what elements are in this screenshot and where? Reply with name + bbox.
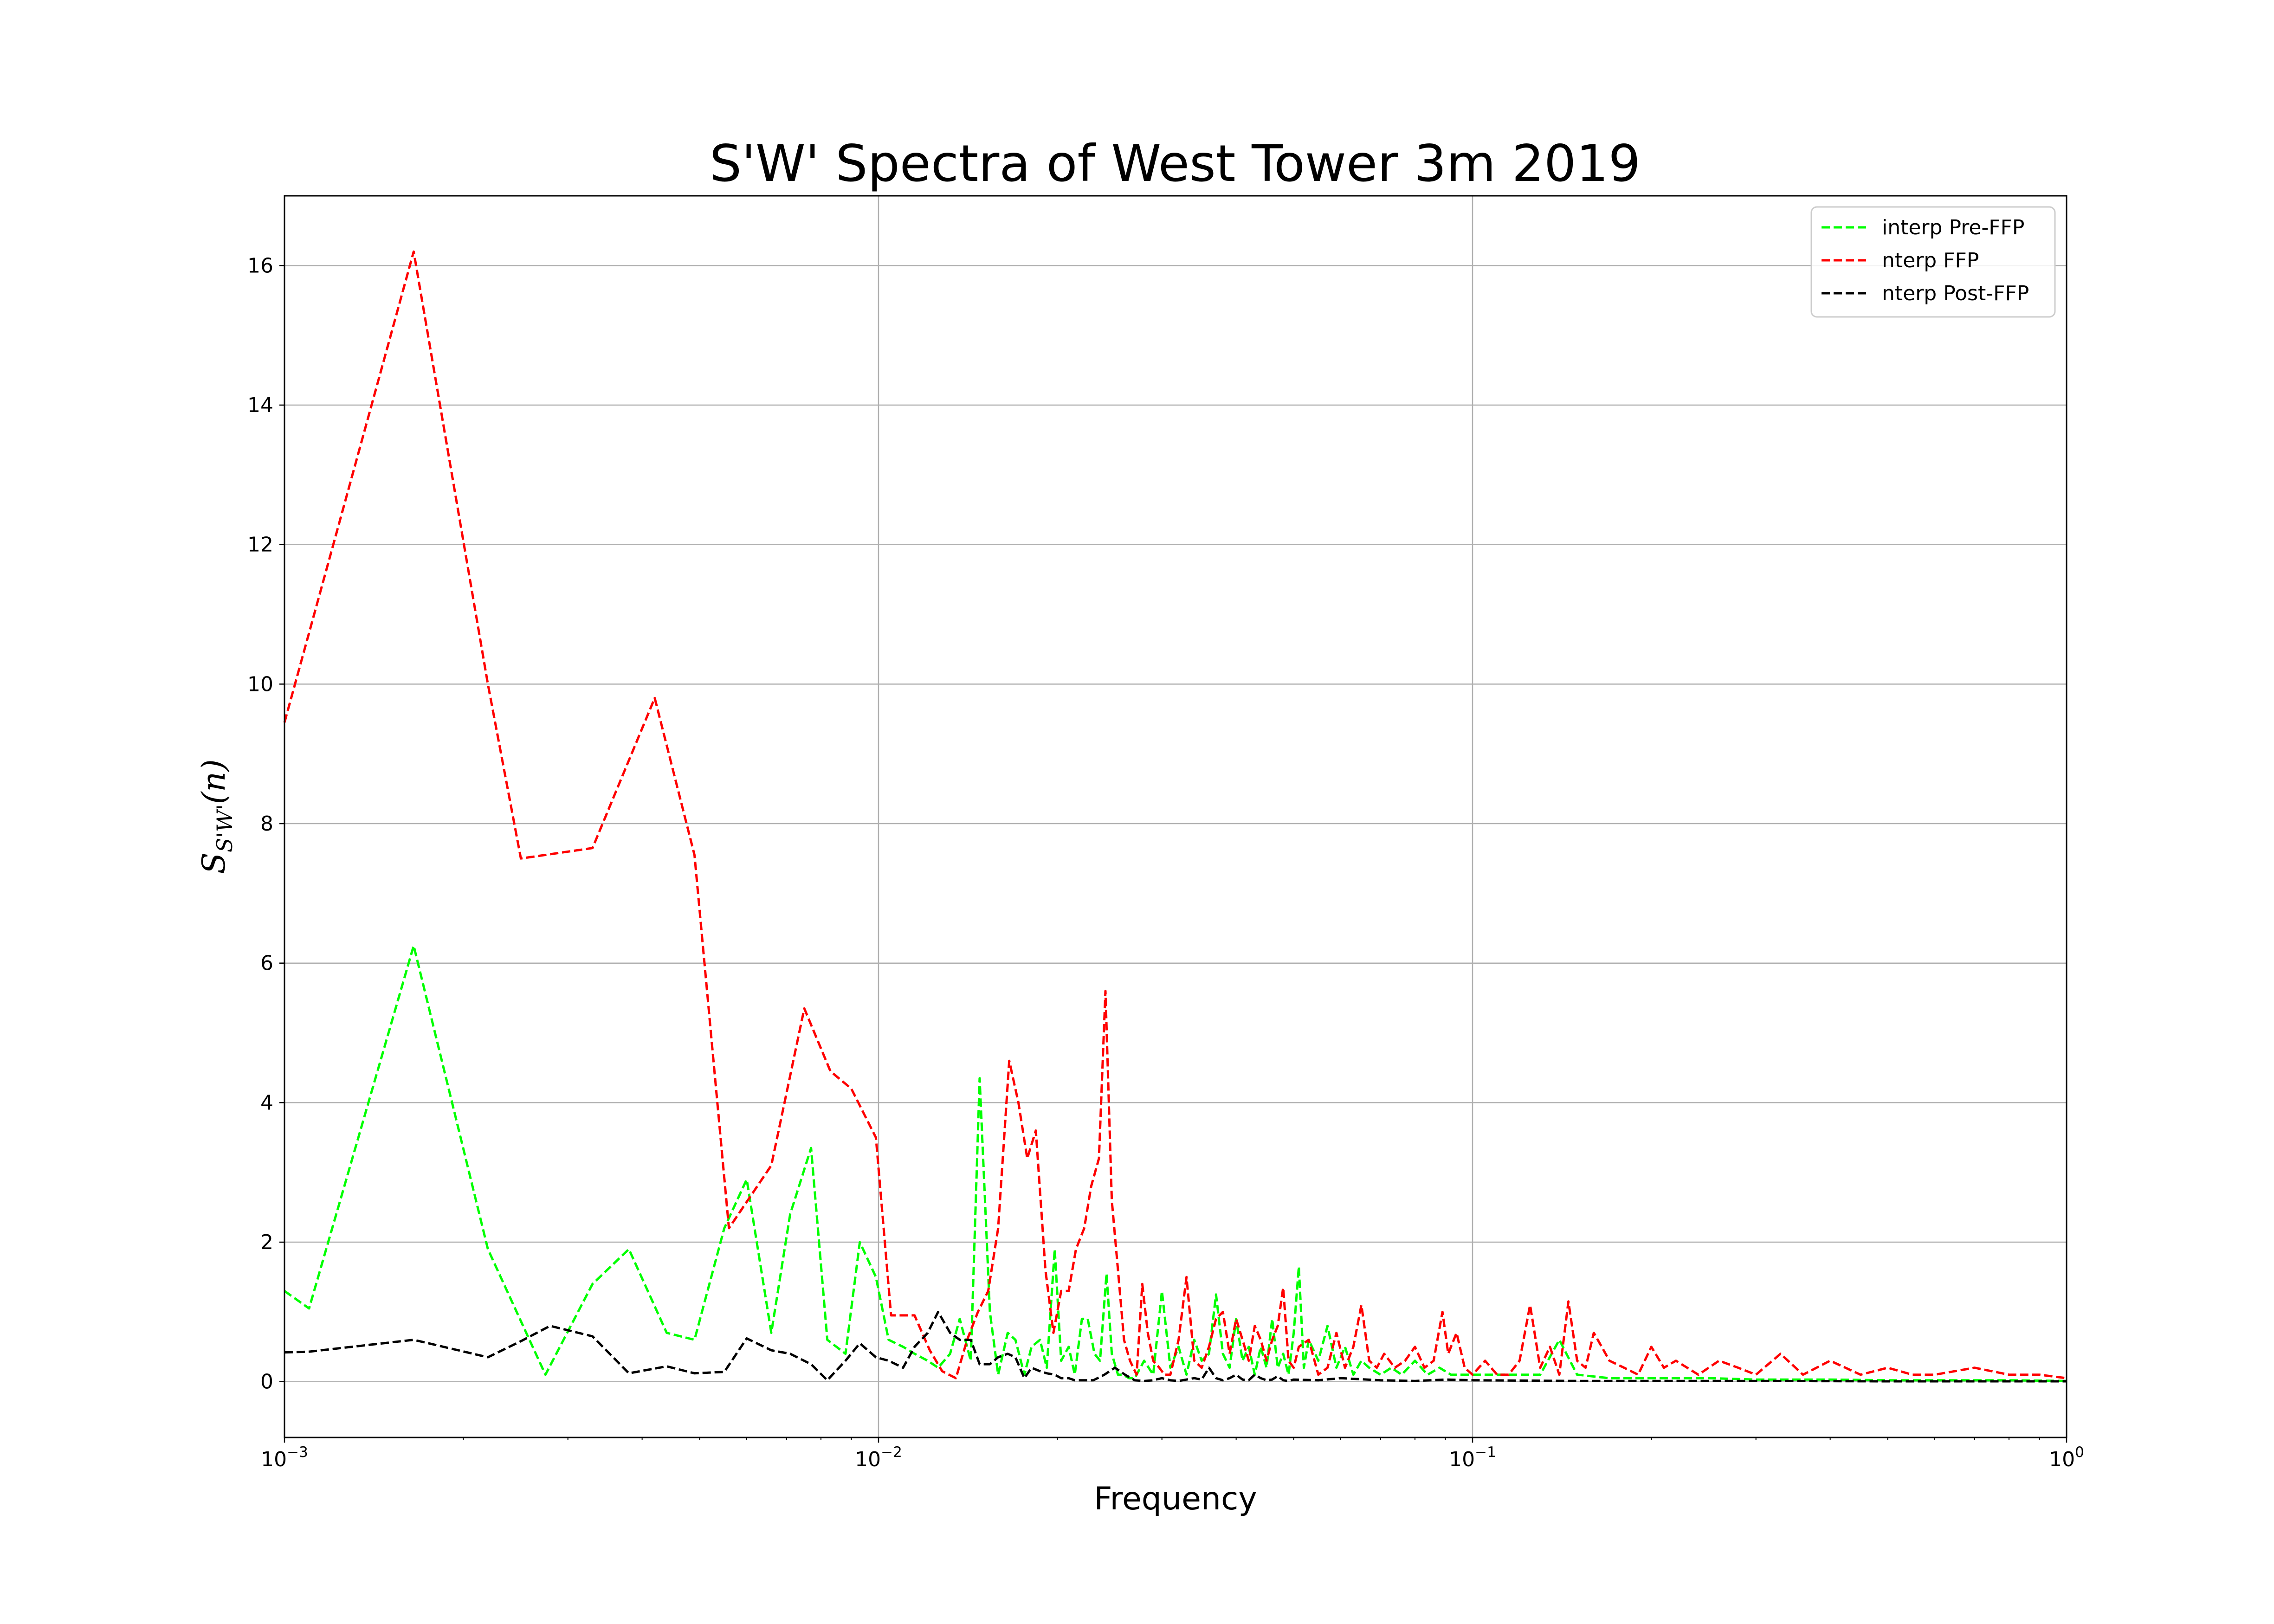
x-tick-label-exp: −2 xyxy=(881,1444,902,1461)
x-tick-label: 10−3 xyxy=(261,1444,308,1471)
series-lines xyxy=(283,250,2067,1383)
legend-label-0: interp Pre-FFP xyxy=(1882,216,2024,239)
y-tick-label: 16 xyxy=(247,254,273,277)
x-tick-label-base: 10 xyxy=(1449,1448,1475,1471)
x-tick-label-exp: 0 xyxy=(2075,1444,2084,1461)
y-tick-label: 2 xyxy=(260,1231,273,1254)
y-tick-label: 0 xyxy=(260,1370,273,1394)
y-axis-label-base: S xyxy=(196,852,233,874)
y-axis-ticks: 0 2 4 6 8 10 12 14 16 xyxy=(247,254,284,1394)
y-tick-label: 8 xyxy=(260,812,273,836)
x-axis-label: Frequency xyxy=(1094,1481,1257,1517)
y-tick-label: 14 xyxy=(247,393,273,417)
x-tick-label-base: 10 xyxy=(261,1448,287,1471)
chart-title: S'W' Spectra of West Tower 3m 2019 xyxy=(710,134,1641,193)
y-tick-label: 6 xyxy=(260,952,273,975)
legend-box xyxy=(1810,206,2056,318)
y-axis-label-arg: (n) xyxy=(196,759,233,804)
x-axis-ticks: 10−3 10−2 10−1 100 xyxy=(261,1437,2084,1471)
y-axis-label-sub: S'W' xyxy=(212,804,237,852)
legend: interp Pre-FFP nterp FFP nterp Post-FFP xyxy=(1810,206,2056,318)
y-tick-label: 12 xyxy=(247,533,273,557)
grid xyxy=(284,196,2067,1437)
series-line-0 xyxy=(284,944,2067,1382)
y-tick-label: 10 xyxy=(247,672,273,696)
svg-text:SS'W'(n): SS'W'(n) xyxy=(196,759,237,874)
x-tick-label-base: 10 xyxy=(855,1448,881,1471)
y-tick-label: 4 xyxy=(260,1091,273,1115)
x-tick-label: 10−1 xyxy=(1449,1444,1496,1471)
legend-label-2: nterp Post-FFP xyxy=(1882,282,2029,305)
series-line-1 xyxy=(283,250,2067,1379)
x-tick-label: 100 xyxy=(2049,1444,2084,1471)
x-tick-label-base: 10 xyxy=(2049,1448,2075,1471)
x-tick-label-exp: −1 xyxy=(1475,1444,1496,1461)
x-tick-label: 10−2 xyxy=(855,1444,902,1471)
series-line-2 xyxy=(284,1310,2067,1383)
x-tick-label-exp: −3 xyxy=(287,1444,308,1461)
legend-label-1: nterp FFP xyxy=(1882,249,1979,272)
y-axis-label: SS'W'(n) xyxy=(196,759,237,874)
axes-frame xyxy=(284,195,2067,1438)
